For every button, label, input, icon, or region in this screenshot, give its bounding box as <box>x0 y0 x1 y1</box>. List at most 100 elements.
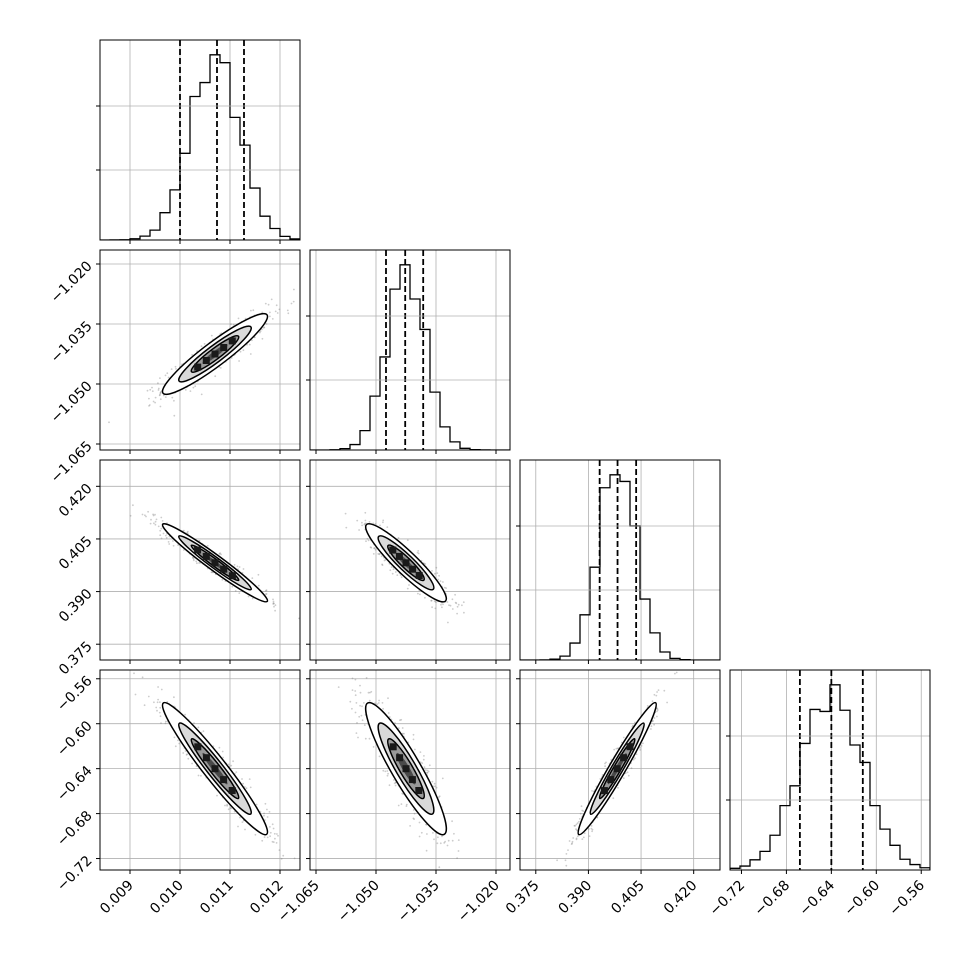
scatter-point <box>576 822 579 825</box>
scatter-point <box>604 765 606 768</box>
scatter-point <box>457 603 460 606</box>
scatter-point <box>159 529 162 532</box>
scatter-point <box>359 684 361 687</box>
pair-content <box>133 672 296 860</box>
scatter-point <box>368 699 371 702</box>
scatter-point <box>238 592 241 594</box>
scatter-point <box>245 787 248 790</box>
scatter-point <box>572 837 575 839</box>
scatter-point <box>266 808 268 811</box>
scatter-point <box>153 522 155 525</box>
scatter-point <box>149 388 152 391</box>
scatter-point <box>617 786 619 789</box>
scatter-point <box>443 842 446 844</box>
scatter-point <box>412 738 415 741</box>
scatter-point <box>258 331 261 334</box>
scatter-point <box>617 747 619 749</box>
scatter-point <box>367 691 370 694</box>
y-tick-label: −0.60 <box>54 718 96 760</box>
scatter-point <box>159 377 161 379</box>
scatter-point <box>397 727 400 730</box>
scatter-point <box>159 398 162 401</box>
scatter-point <box>358 715 361 718</box>
scatter-point <box>610 758 613 761</box>
scatter-point <box>458 874 460 876</box>
y-tick-label: 0.420 <box>56 481 96 521</box>
scatter-point <box>405 803 408 806</box>
scatter-point <box>438 574 440 577</box>
scatter-point <box>424 563 427 565</box>
scatter-point <box>428 764 431 767</box>
scatter-point <box>266 836 269 839</box>
scatter-point <box>287 312 290 315</box>
scatter-point <box>578 818 581 820</box>
scatter-point <box>148 397 150 400</box>
scatter-point <box>242 782 245 785</box>
scatter-point <box>454 593 456 596</box>
scatter-point <box>412 733 415 736</box>
scatter-point <box>420 831 423 834</box>
scatter-point <box>445 587 447 589</box>
x-tick-label: −0.60 <box>841 878 883 920</box>
scatter-point <box>397 537 400 539</box>
scatter-point <box>421 762 424 764</box>
scatter-point <box>271 823 274 826</box>
scatter-point <box>377 553 380 555</box>
scatter-point <box>210 571 213 574</box>
scatter-point <box>275 842 278 844</box>
scatter-point <box>674 672 676 675</box>
scatter-point <box>242 568 245 570</box>
panel-frame <box>309 249 511 451</box>
scatter-point <box>286 309 289 312</box>
x-tick-label: 0.009 <box>97 878 137 918</box>
scatter-point <box>399 719 401 722</box>
scatter-point <box>656 691 658 693</box>
scatter-point <box>634 721 636 724</box>
scatter-point <box>401 732 404 735</box>
scatter-point <box>615 747 618 750</box>
scatter-point <box>657 689 660 691</box>
scatter-point <box>238 360 241 362</box>
scatter-point <box>172 544 175 547</box>
scatter-point <box>384 770 387 773</box>
scatter-point <box>218 552 221 555</box>
scatter-point <box>272 603 275 605</box>
density-core <box>415 787 423 794</box>
scatter-point <box>387 772 389 775</box>
scatter-point <box>156 701 159 704</box>
scatter-point <box>243 786 246 788</box>
scatter-point <box>152 513 155 516</box>
scatter-point <box>449 604 452 607</box>
density-core <box>228 787 236 794</box>
scatter-point <box>451 598 454 601</box>
scatter-point <box>373 547 376 549</box>
scatter-point <box>413 812 416 815</box>
scatter-point <box>236 565 239 568</box>
scatter-point <box>233 564 236 566</box>
hist-panel-1 <box>306 249 511 454</box>
scatter-point <box>568 840 571 842</box>
scatter-point <box>430 599 433 602</box>
scatter-point <box>462 601 465 604</box>
scatter-point <box>108 421 110 424</box>
scatter-point <box>639 749 642 751</box>
scatter-point <box>435 601 437 603</box>
scatter-point <box>268 811 271 813</box>
scatter-point <box>401 727 404 729</box>
scatter-point <box>432 785 435 788</box>
scatter-point <box>355 702 358 704</box>
scatter-point <box>418 821 421 824</box>
scatter-point <box>570 843 573 845</box>
scatter-point <box>626 771 629 774</box>
scatter-point <box>264 802 267 805</box>
scatter-point <box>446 844 449 847</box>
scatter-point <box>359 691 362 694</box>
scatter-point <box>273 602 275 605</box>
scatter-point <box>365 677 368 679</box>
scatter-point <box>447 621 449 624</box>
hist-panel-3: −0.72 −0.68 −0.64 −0.60 −0.56 <box>707 669 931 920</box>
scatter-point <box>613 748 616 751</box>
scatter-point <box>382 521 384 524</box>
scatter-point <box>182 752 185 754</box>
